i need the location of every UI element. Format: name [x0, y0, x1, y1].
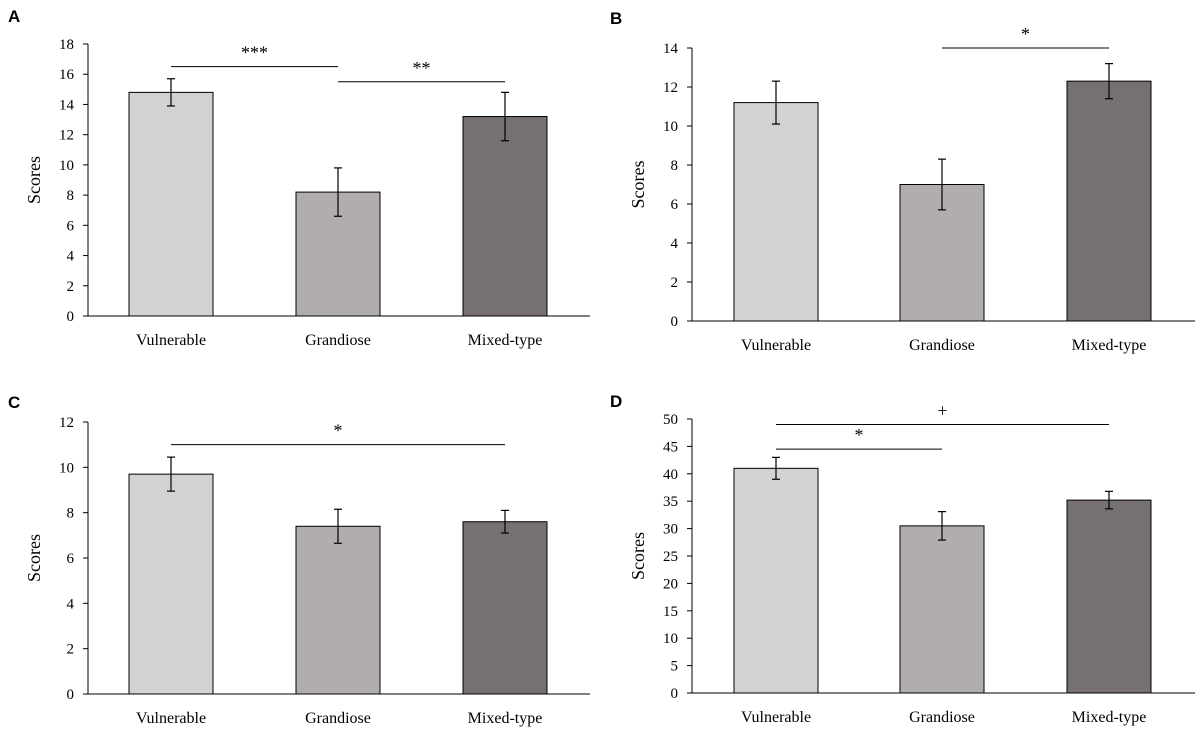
x-category-label: Mixed-type	[1072, 337, 1147, 354]
y-tick-label: 10	[59, 158, 74, 174]
panel-label: D	[610, 392, 622, 411]
bar-grandiose	[899, 525, 985, 694]
y-tick-label: 18	[59, 37, 74, 53]
significance-label: +	[937, 400, 947, 420]
x-category-label: Mixed-type	[468, 710, 543, 727]
x-category-label: Grandiose	[909, 709, 975, 726]
y-tick-label: 10	[59, 460, 74, 476]
y-tick-label: 20	[663, 576, 678, 592]
y-tick-label: 5	[671, 659, 679, 675]
bar-vulnerable	[128, 473, 214, 695]
bar-mixed-type	[1066, 499, 1152, 694]
y-tick-label: 0	[67, 309, 75, 325]
x-category-label: Vulnerable	[136, 332, 206, 349]
bar-vulnerable	[128, 91, 214, 317]
y-tick-label: 6	[67, 218, 75, 234]
x-category-label: Grandiose	[305, 332, 371, 349]
bar-grandiose	[295, 525, 381, 695]
y-tick-label: 45	[663, 439, 678, 455]
chart-panel-c: C 0 2 4 6 8 10 12 Scores Vulnerable Grandiose Mixed…	[8, 393, 590, 727]
panel-label: A	[8, 7, 20, 26]
y-axis-title: Scores	[628, 161, 648, 209]
panel-label: B	[610, 9, 622, 28]
x-category-label: Grandiose	[305, 710, 371, 727]
x-category-label: Grandiose	[909, 337, 975, 354]
y-tick-label: 35	[663, 494, 678, 510]
y-tick-label: 8	[67, 188, 75, 204]
y-tick-label: 16	[59, 67, 75, 83]
bar-mixed-type	[462, 116, 548, 317]
y-tick-label: 50	[663, 412, 678, 428]
significance-label: *	[1021, 24, 1030, 44]
y-tick-label: 40	[663, 467, 678, 483]
y-tick-label: 10	[663, 631, 678, 647]
significance-label: **	[413, 58, 431, 78]
y-tick-label: 4	[671, 236, 679, 252]
y-tick-label: 25	[663, 549, 678, 565]
y-axis-title: Scores	[628, 532, 648, 580]
y-tick-label: 8	[67, 506, 75, 522]
y-axis-title: Scores	[24, 156, 44, 204]
bar-vulnerable	[733, 467, 819, 694]
x-category-label: Mixed-type	[1072, 709, 1147, 726]
y-tick-label: 4	[67, 249, 75, 265]
panel-label: C	[8, 393, 20, 412]
y-tick-label: 14	[59, 97, 75, 113]
y-tick-label: 6	[671, 197, 679, 213]
y-tick-label: 6	[67, 551, 75, 567]
y-tick-label: 2	[671, 275, 679, 291]
x-category-label: Mixed-type	[468, 332, 543, 349]
chart-panel-b: B 0 2 4 6 8 10 12 14 Scores Vulnerable Grandiose Mix…	[610, 9, 1195, 354]
y-tick-label: 0	[671, 686, 679, 702]
significance-label: ***	[241, 43, 268, 63]
y-tick-label: 8	[671, 158, 679, 174]
x-category-label: Vulnerable	[741, 337, 811, 354]
significance-label: *	[334, 421, 343, 441]
y-tick-label: 0	[67, 687, 75, 703]
y-axis-title: Scores	[24, 534, 44, 582]
significance-label: *	[855, 425, 864, 445]
y-tick-label: 10	[663, 119, 678, 135]
x-category-label: Vulnerable	[741, 709, 811, 726]
bar-mixed-type	[1066, 80, 1152, 322]
chart-panel-a: A 0 2 4 6 8 10 12 14 16 18 Scores Vulnerable Grandios…	[8, 7, 590, 349]
y-tick-label: 4	[67, 596, 75, 612]
y-tick-label: 2	[67, 642, 75, 658]
y-tick-label: 12	[59, 415, 74, 431]
bar-vulnerable	[733, 102, 819, 322]
y-tick-label: 30	[663, 522, 678, 538]
y-tick-label: 12	[59, 128, 74, 144]
y-tick-label: 2	[67, 279, 75, 295]
chart-panel-d: D 0 5 10 15 20 25 30 35 40 45 50 Scores Vulnerable Gra…	[610, 392, 1195, 726]
y-tick-label: 12	[663, 80, 678, 96]
x-category-label: Vulnerable	[136, 710, 206, 727]
y-tick-label: 15	[663, 604, 678, 620]
bar-mixed-type	[462, 521, 548, 695]
y-tick-label: 14	[663, 41, 679, 57]
y-tick-label: 0	[671, 314, 679, 330]
